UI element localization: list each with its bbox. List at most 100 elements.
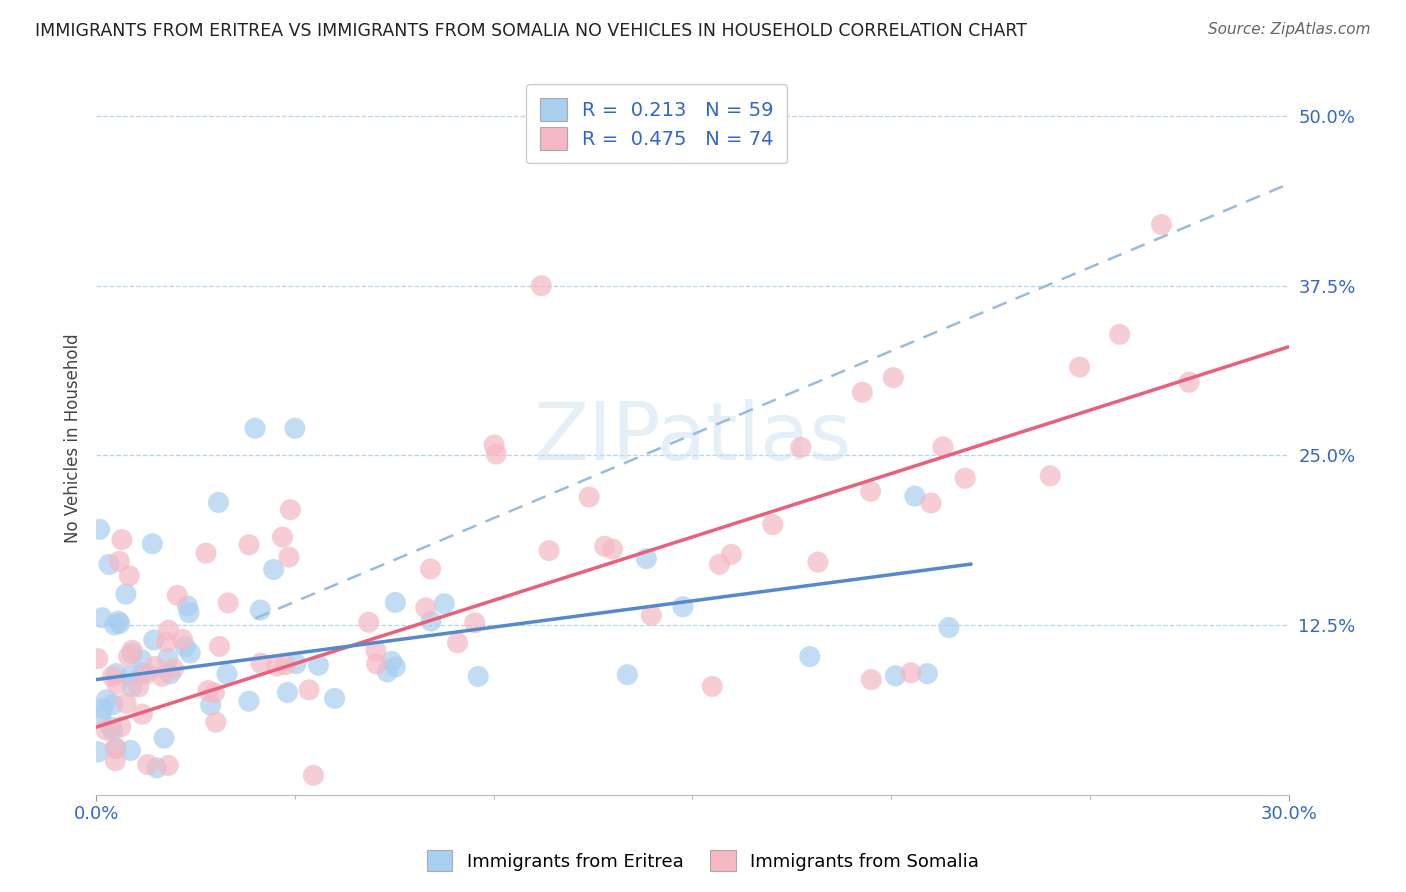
Point — [381, 655, 404, 669]
Point — [530, 278, 553, 293]
Point — [205, 715, 228, 730]
Point — [446, 636, 468, 650]
Point — [197, 683, 219, 698]
Point — [285, 657, 308, 671]
Point — [96, 693, 118, 707]
Point — [920, 496, 942, 510]
Point — [121, 646, 143, 660]
Point — [207, 495, 229, 509]
Point — [578, 490, 600, 504]
Point — [115, 696, 138, 710]
Point — [142, 633, 165, 648]
Point — [467, 669, 489, 683]
Text: IMMIGRANTS FROM ERITREA VS IMMIGRANTS FROM SOMALIA NO VEHICLES IN HOUSEHOLD CORR: IMMIGRANTS FROM ERITREA VS IMMIGRANTS FR… — [35, 22, 1028, 40]
Point — [709, 558, 731, 572]
Point — [118, 568, 141, 582]
Point — [91, 610, 114, 624]
Point — [415, 600, 437, 615]
Point — [377, 665, 399, 679]
Point — [384, 660, 406, 674]
Point — [115, 587, 138, 601]
Point — [91, 701, 114, 715]
Point — [1178, 376, 1201, 390]
Point — [101, 698, 124, 712]
Legend: Immigrants from Eritrea, Immigrants from Somalia: Immigrants from Eritrea, Immigrants from… — [420, 843, 986, 879]
Point — [136, 757, 159, 772]
Point — [121, 680, 143, 694]
Point — [323, 691, 346, 706]
Text: ZIPatlas: ZIPatlas — [533, 400, 852, 477]
Point — [145, 761, 167, 775]
Point — [953, 471, 976, 485]
Point — [128, 680, 150, 694]
Point — [131, 653, 153, 667]
Point — [602, 542, 624, 557]
Point — [720, 547, 742, 561]
Point — [807, 555, 830, 569]
Point — [120, 743, 142, 757]
Point — [89, 523, 111, 537]
Point — [277, 550, 299, 565]
Point — [276, 685, 298, 699]
Point — [87, 651, 110, 665]
Point — [159, 667, 181, 681]
Point — [202, 686, 225, 700]
Point — [702, 679, 724, 693]
Point — [94, 723, 117, 737]
Y-axis label: No Vehicles in Household: No Vehicles in Household — [65, 334, 82, 543]
Point — [464, 615, 486, 630]
Point — [176, 599, 198, 613]
Point — [938, 620, 960, 634]
Point — [636, 551, 658, 566]
Point — [538, 543, 561, 558]
Point — [433, 597, 456, 611]
Point — [263, 562, 285, 576]
Point — [672, 599, 695, 614]
Point — [104, 740, 127, 755]
Point — [249, 603, 271, 617]
Point — [238, 538, 260, 552]
Point — [172, 632, 194, 647]
Point — [157, 758, 180, 772]
Point — [108, 616, 131, 631]
Point — [860, 673, 883, 687]
Point — [366, 657, 388, 671]
Point — [141, 537, 163, 551]
Point — [156, 651, 179, 665]
Point — [110, 720, 132, 734]
Point — [302, 768, 325, 782]
Point — [166, 588, 188, 602]
Point — [105, 677, 128, 691]
Point — [90, 707, 112, 722]
Point — [132, 666, 155, 681]
Point — [900, 665, 922, 680]
Point — [364, 644, 387, 658]
Point — [157, 624, 180, 638]
Point — [135, 666, 157, 681]
Point — [917, 666, 939, 681]
Point — [238, 694, 260, 708]
Point — [1150, 218, 1173, 232]
Point — [104, 754, 127, 768]
Point — [1069, 360, 1091, 375]
Point — [882, 370, 904, 384]
Point — [357, 615, 380, 630]
Point — [284, 421, 307, 435]
Point — [200, 698, 222, 712]
Point — [762, 517, 785, 532]
Point — [640, 608, 662, 623]
Point — [217, 596, 239, 610]
Point — [174, 640, 197, 654]
Point — [131, 707, 153, 722]
Point — [932, 440, 955, 454]
Point — [1108, 327, 1130, 342]
Point — [117, 649, 139, 664]
Point — [121, 643, 143, 657]
Point — [790, 440, 813, 454]
Point — [243, 421, 266, 435]
Point — [120, 669, 142, 683]
Point — [482, 438, 505, 452]
Point — [593, 539, 616, 553]
Point — [195, 546, 218, 560]
Point — [274, 657, 297, 672]
